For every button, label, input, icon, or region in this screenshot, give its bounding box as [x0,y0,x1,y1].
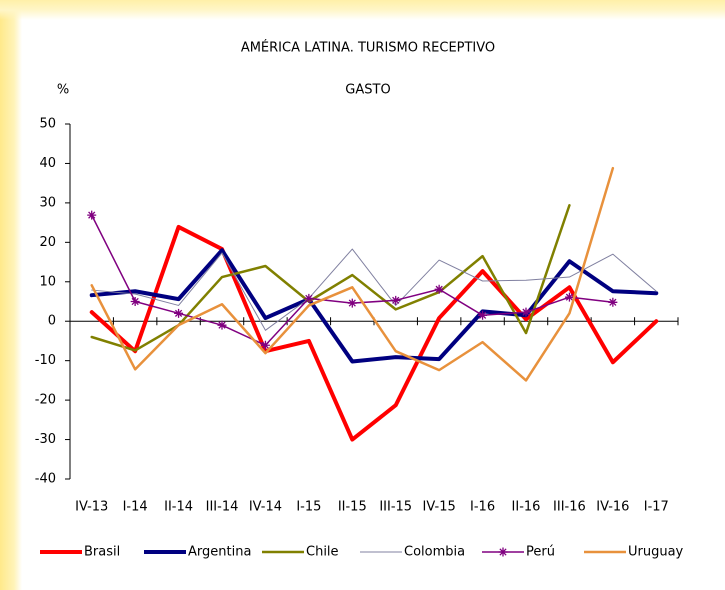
y-tick-label: 20 [39,235,56,250]
legend-label: Argentina [188,545,251,560]
y-tick-label: -30 [35,432,56,447]
legend-label: Colombia [404,545,465,560]
series-marker [564,292,574,302]
series-marker [391,295,401,305]
legend-label: Perú [526,545,555,560]
y-tick-label: -40 [35,472,56,487]
series-marker [521,307,531,317]
chart-title: AMÉRICA LATINA. TURISMO RECEPTIVO [241,40,495,56]
x-tick-label: I-15 [296,500,321,515]
series-marker [217,320,227,330]
series-line [90,214,614,347]
legend-label: Chile [306,545,339,560]
chart-subtitle: GASTO [345,83,390,98]
series-line [90,166,615,382]
x-tick-label: IV-13 [75,500,108,515]
y-tick-label: 30 [39,195,56,210]
y-tick-label: 10 [39,274,56,289]
x-tick-label: I-14 [123,500,148,515]
x-tick-label: III-14 [206,500,239,515]
y-axis-label: % [57,83,69,98]
x-tick-label: II-15 [338,500,367,515]
series-marker [304,293,314,303]
x-tick-label: I-16 [470,500,495,515]
series-marker [260,340,270,350]
x-tick-label: II-14 [164,500,193,515]
x-tick-label: III-15 [379,500,412,515]
series-marker [130,297,140,306]
series-marker [608,297,618,307]
x-tick-label: II-16 [512,500,541,515]
series-line [89,224,659,442]
legend-marker [498,547,508,557]
series-marker [478,310,488,320]
y-tick-label: -10 [35,353,56,368]
y-tick-label: 0 [48,314,56,329]
x-tick-label: I-17 [644,500,669,515]
series-marker [347,298,357,308]
y-tick-label: 40 [39,156,56,171]
series-line [90,204,571,352]
y-tick-label: -20 [35,393,56,408]
series-line [89,248,659,364]
series-marker [87,210,97,220]
x-tick-label: III-16 [553,500,586,515]
legend-label: Uruguay [628,545,684,560]
y-tick-label: 50 [39,117,56,132]
x-tick-label: IV-14 [249,500,282,515]
x-tick-label: IV-16 [596,500,629,515]
legend-label: Brasil [84,545,120,560]
series-marker [174,308,184,318]
series-marker [434,284,444,294]
series-line [91,248,657,331]
x-tick-label: IV-15 [423,500,456,515]
